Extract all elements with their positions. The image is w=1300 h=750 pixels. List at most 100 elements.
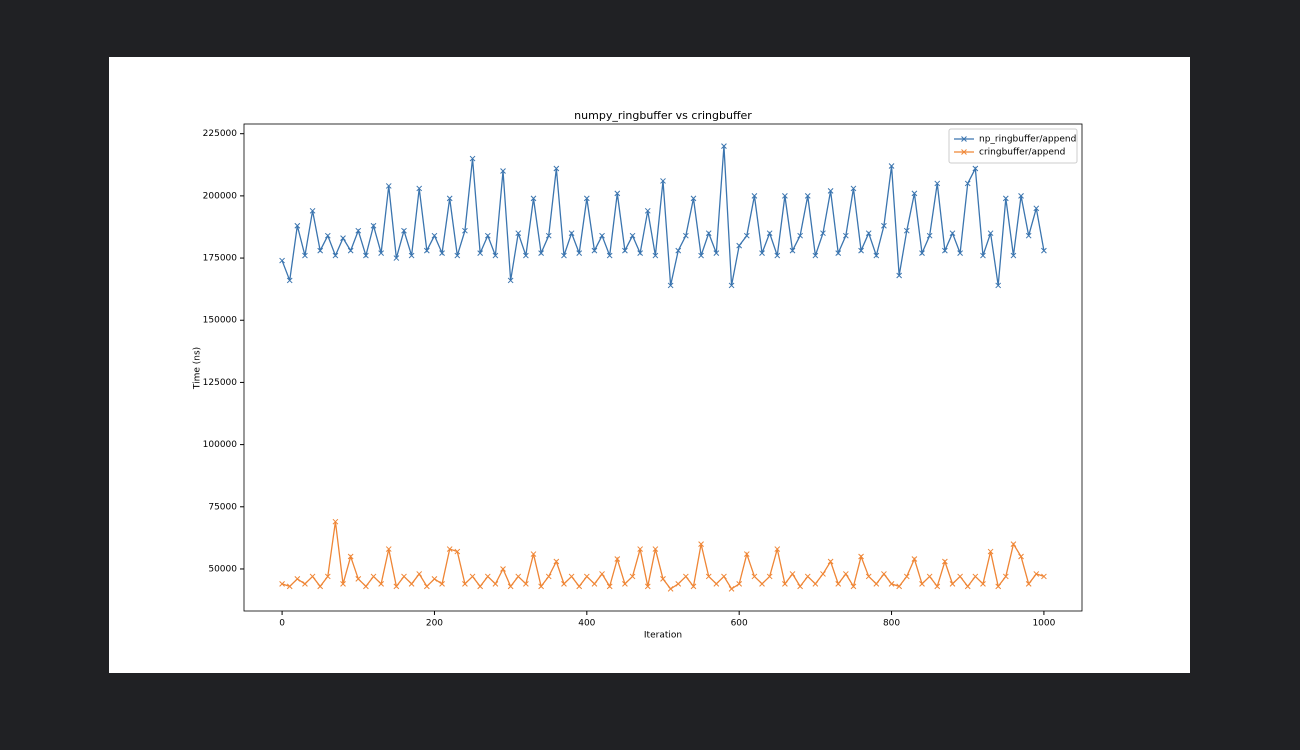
marker bbox=[370, 222, 377, 229]
marker bbox=[332, 252, 339, 259]
marker bbox=[820, 571, 826, 577]
marker bbox=[286, 583, 293, 590]
marker bbox=[317, 247, 324, 254]
marker bbox=[515, 230, 522, 237]
legend: np_ringbuffer/append cringbuffer/append bbox=[948, 128, 1078, 164]
marker bbox=[477, 250, 484, 256]
y-tick-label: 150000 bbox=[203, 316, 238, 326]
y-tick-label: 125000 bbox=[203, 378, 238, 388]
marker bbox=[721, 143, 727, 149]
marker bbox=[568, 230, 575, 237]
marker bbox=[1002, 573, 1009, 580]
marker bbox=[903, 227, 910, 234]
marker bbox=[553, 558, 560, 565]
marker bbox=[911, 190, 918, 197]
marker bbox=[667, 282, 674, 289]
marker bbox=[286, 277, 293, 284]
marker bbox=[1025, 232, 1032, 239]
marker bbox=[507, 277, 514, 284]
y-tick-label: 50000 bbox=[208, 564, 237, 574]
marker bbox=[804, 573, 811, 580]
chart-title: numpy_ringbuffer vs cringbuffer bbox=[574, 109, 752, 122]
marker bbox=[873, 252, 880, 259]
marker bbox=[363, 252, 369, 259]
marker bbox=[987, 230, 994, 237]
marker bbox=[370, 573, 377, 580]
marker bbox=[827, 558, 834, 565]
marker bbox=[934, 583, 941, 590]
marker bbox=[332, 518, 339, 525]
marker bbox=[896, 583, 903, 590]
marker bbox=[385, 183, 392, 189]
marker bbox=[782, 581, 788, 587]
marker bbox=[378, 581, 384, 587]
marker bbox=[782, 193, 788, 199]
marker bbox=[865, 573, 872, 580]
marker bbox=[614, 190, 621, 197]
marker bbox=[660, 576, 666, 582]
marker bbox=[652, 252, 659, 259]
marker bbox=[515, 573, 522, 580]
marker bbox=[850, 583, 857, 590]
marker bbox=[568, 573, 575, 580]
marker bbox=[583, 573, 590, 580]
marker bbox=[416, 185, 423, 192]
marker bbox=[980, 581, 986, 587]
marker bbox=[972, 165, 979, 172]
marker bbox=[675, 581, 682, 587]
marker bbox=[842, 232, 849, 239]
marker bbox=[439, 250, 445, 256]
marker bbox=[576, 583, 583, 590]
marker bbox=[858, 247, 864, 254]
marker bbox=[797, 232, 803, 239]
legend-label: cringbuffer/append bbox=[979, 148, 1065, 158]
marker bbox=[995, 282, 1002, 289]
x-tick-label: 800 bbox=[883, 619, 900, 629]
marker bbox=[423, 583, 430, 590]
marker bbox=[683, 573, 689, 580]
legend-marker bbox=[961, 149, 967, 155]
marker bbox=[1033, 205, 1040, 212]
marker bbox=[728, 586, 735, 592]
marker bbox=[690, 583, 697, 590]
marker bbox=[911, 556, 918, 562]
x-tick-label: 400 bbox=[578, 619, 595, 629]
series bbox=[279, 518, 1047, 592]
marker bbox=[462, 581, 468, 587]
marker bbox=[454, 548, 461, 555]
marker bbox=[363, 583, 369, 590]
marker bbox=[309, 207, 316, 214]
marker bbox=[873, 581, 880, 587]
marker bbox=[835, 250, 842, 256]
marker bbox=[302, 252, 308, 259]
marker bbox=[980, 252, 986, 259]
marker bbox=[812, 252, 819, 259]
marker bbox=[355, 576, 362, 582]
marker bbox=[896, 272, 903, 279]
marker bbox=[1033, 571, 1040, 577]
marker bbox=[416, 571, 423, 577]
marker bbox=[919, 250, 925, 256]
y-tick-label: 100000 bbox=[203, 440, 238, 450]
marker bbox=[629, 573, 636, 580]
marker bbox=[926, 573, 933, 580]
marker bbox=[705, 230, 712, 237]
marker bbox=[919, 581, 925, 587]
y-tick-label: 225000 bbox=[203, 129, 238, 139]
marker bbox=[279, 581, 285, 587]
legend-label: np_ringbuffer/append bbox=[979, 135, 1076, 145]
marker bbox=[317, 583, 324, 590]
marker bbox=[324, 232, 331, 239]
marker bbox=[401, 227, 407, 234]
marker bbox=[294, 576, 301, 582]
marker bbox=[743, 551, 750, 557]
marker bbox=[454, 252, 461, 259]
marker bbox=[1018, 193, 1024, 199]
marker bbox=[660, 178, 666, 184]
marker bbox=[865, 230, 872, 237]
marker bbox=[538, 583, 544, 590]
marker bbox=[789, 247, 796, 254]
marker bbox=[881, 222, 887, 229]
marker bbox=[835, 581, 842, 587]
